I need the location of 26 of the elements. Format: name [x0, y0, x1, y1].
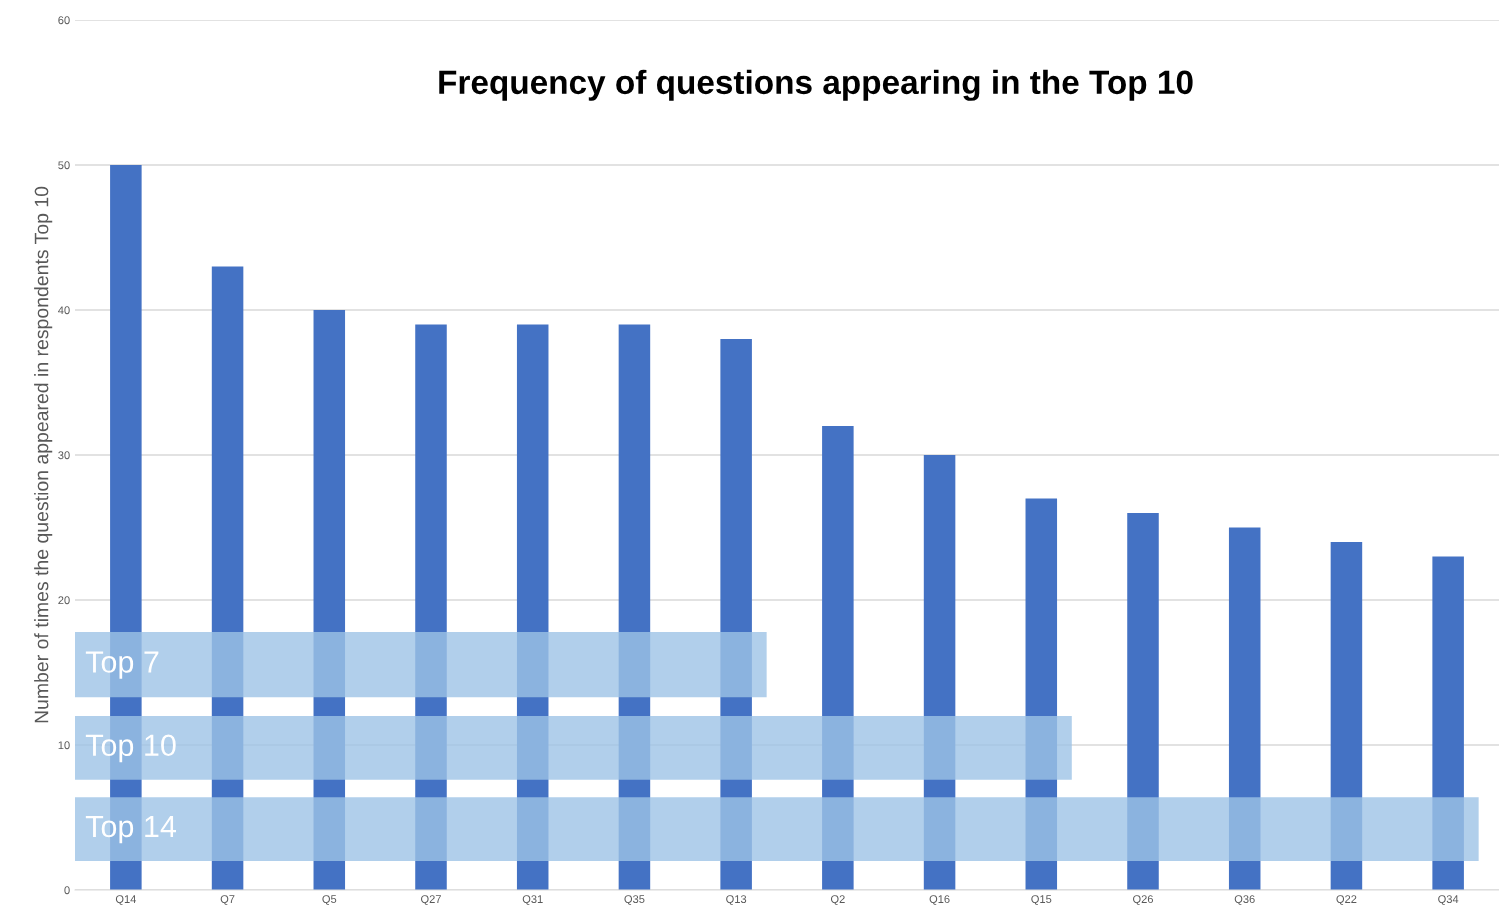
y-tick-label: 50 [58, 161, 70, 170]
x-tick-label: Q26 [1133, 895, 1154, 906]
band-label: Top 7 [85, 651, 159, 679]
y-tick-label: 10 [58, 741, 70, 750]
x-tick-label: Q36 [1234, 895, 1255, 906]
x-tick-label: Q13 [726, 895, 747, 906]
x-tick-label: Q35 [624, 895, 645, 906]
x-tick-label: Q15 [1031, 895, 1052, 906]
x-tick-label: Q7 [220, 895, 235, 906]
y-tick-label: 30 [58, 451, 70, 460]
x-tick-label: Q22 [1336, 895, 1357, 906]
y-tick-label: 40 [58, 306, 70, 315]
text: Frequency of questions appearing in the Top 10 [439, 69, 1193, 101]
x-tick-label: Q14 [115, 895, 137, 906]
x-tick-label: Q34 [1438, 895, 1459, 906]
y-tick-label: 60 [58, 16, 70, 25]
band-label: Top 10 [85, 734, 176, 763]
band-label: Top 14 [85, 815, 177, 844]
y-tick-label: 0 [64, 886, 70, 895]
x-tick-label: Q5 [322, 895, 337, 906]
x-tick-label: Q27 [421, 895, 441, 906]
x-tick-label: Q16 [929, 895, 950, 906]
y-tick-label: 20 [58, 596, 70, 605]
x-tick-label: Q31 [522, 895, 543, 906]
y-axis-title: Number of times the question appeared in respondents Top 10 [34, 186, 53, 723]
x-tick-label: Q2 [830, 895, 845, 906]
